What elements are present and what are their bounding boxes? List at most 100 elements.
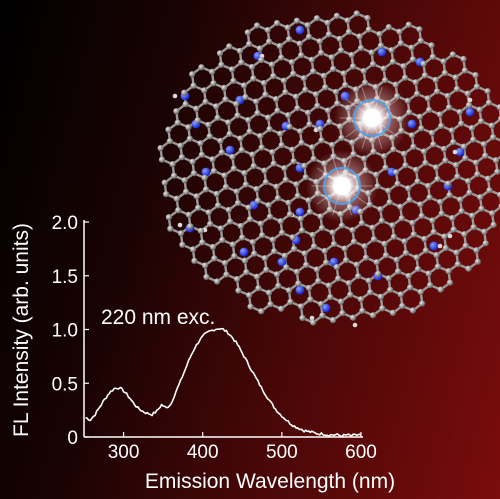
carbon-atom (392, 81, 399, 88)
carbon-atom (378, 217, 385, 224)
carbon-atom (482, 240, 489, 247)
carbon-atom (316, 38, 323, 45)
carbon-atom (365, 26, 372, 33)
carbon-atom (233, 188, 240, 195)
carbon-atom (254, 109, 261, 117)
carbon-atom (318, 137, 325, 144)
carbon-atom (402, 162, 409, 169)
carbon-atom (294, 105, 301, 112)
carbon-atom (262, 91, 269, 98)
carbon-atom (408, 44, 415, 51)
carbon-atom (418, 125, 425, 132)
ring-highlight (353, 99, 391, 137)
carbon-atom (266, 38, 273, 45)
carbon-atom (385, 275, 392, 282)
carbon-atom (441, 69, 449, 77)
carbon-atom (262, 179, 269, 186)
carbon-atom (389, 58, 397, 65)
carbon-atom (370, 236, 378, 243)
carbon-atom (246, 216, 254, 223)
carbon-atom (490, 134, 497, 141)
carbon-atom (226, 130, 233, 138)
carbon-atom (466, 189, 473, 196)
fluorescence-spectrum-plot: 0 0.5 1.0 1.5 2.0 300 400 500 600 220 nm exc. E… (10, 213, 395, 493)
carbon-atom (278, 305, 285, 312)
carbon-atom (163, 191, 170, 198)
carbon-atom (263, 266, 270, 273)
carbon-atom (349, 227, 356, 234)
carbon-atom (251, 250, 258, 257)
carbon-atom (345, 280, 352, 287)
carbon-atom (260, 79, 268, 87)
carbon-atom (496, 104, 500, 111)
carbon-atom (265, 202, 272, 209)
carbon-atom (206, 133, 213, 140)
carbon-atom (321, 247, 328, 255)
carbon-atom (338, 222, 346, 229)
carbon-atom (414, 90, 421, 97)
carbon-atom (326, 118, 333, 126)
x-axis-ticks: 300 400 500 600 (108, 432, 377, 463)
carbon-atom (187, 223, 194, 230)
carbon-atom (205, 209, 212, 216)
carbon-atom (247, 303, 254, 310)
carbon-atom (422, 247, 429, 254)
carbon-atom (359, 307, 366, 314)
carbon-atom (377, 42, 385, 49)
carbon-atom (246, 128, 253, 135)
carbon-atom (426, 194, 433, 201)
carbon-atom (497, 191, 500, 198)
carbon-atom (295, 280, 302, 287)
carbon-atom (407, 284, 414, 291)
carbon-atom (398, 215, 405, 222)
carbon-atom (288, 59, 295, 66)
carbon-atom (450, 138, 457, 146)
carbon-atom (350, 63, 357, 70)
carbon-atom (277, 130, 284, 137)
carbon-atom (246, 40, 253, 48)
carbon-atom (264, 26, 271, 34)
carbon-atom (450, 226, 457, 233)
carbon-atom (205, 121, 212, 128)
carbon-atom (414, 178, 421, 185)
carbon-atom (225, 119, 232, 126)
carbon-atom (282, 176, 289, 183)
carbon-atom (285, 199, 292, 206)
carbon-atom (420, 148, 428, 155)
carbon-atom (413, 254, 420, 261)
carbon-atom (207, 220, 214, 228)
carbon-atom (332, 88, 340, 96)
carbon-atom (342, 81, 349, 89)
carbon-atom (201, 262, 209, 269)
carbon-atom (210, 167, 218, 175)
carbon-atom (178, 154, 186, 161)
carbon-atom (377, 206, 384, 213)
carbon-atom (434, 263, 442, 270)
carbon-atom (269, 149, 276, 156)
carbon-atom (283, 264, 290, 271)
carbon-atom (194, 117, 201, 124)
carbon-atom (325, 282, 333, 289)
emission-glows (306, 80, 410, 222)
carbon-atom (186, 135, 193, 142)
carbon-atom (268, 61, 276, 68)
carbon-atom (461, 67, 469, 74)
carbon-atom (236, 47, 244, 55)
carbon-atom (237, 222, 244, 230)
carbon-atom (430, 228, 437, 236)
y-tick-label: 0 (67, 428, 78, 449)
carbon-atom (182, 101, 189, 108)
carbon-atom (446, 279, 454, 286)
carbon-atom (293, 17, 301, 24)
carbon-atom (223, 271, 230, 278)
carbon-atom (353, 10, 360, 17)
carbon-atom (286, 123, 293, 130)
carbon-atom (413, 166, 420, 173)
carbon-atom (385, 187, 392, 194)
carbon-atom (217, 225, 224, 232)
carbon-atom (270, 73, 277, 80)
carbon-atom (473, 247, 480, 254)
carbon-atom (319, 312, 326, 319)
carbon-atom (445, 180, 452, 187)
glow-core (333, 177, 351, 195)
